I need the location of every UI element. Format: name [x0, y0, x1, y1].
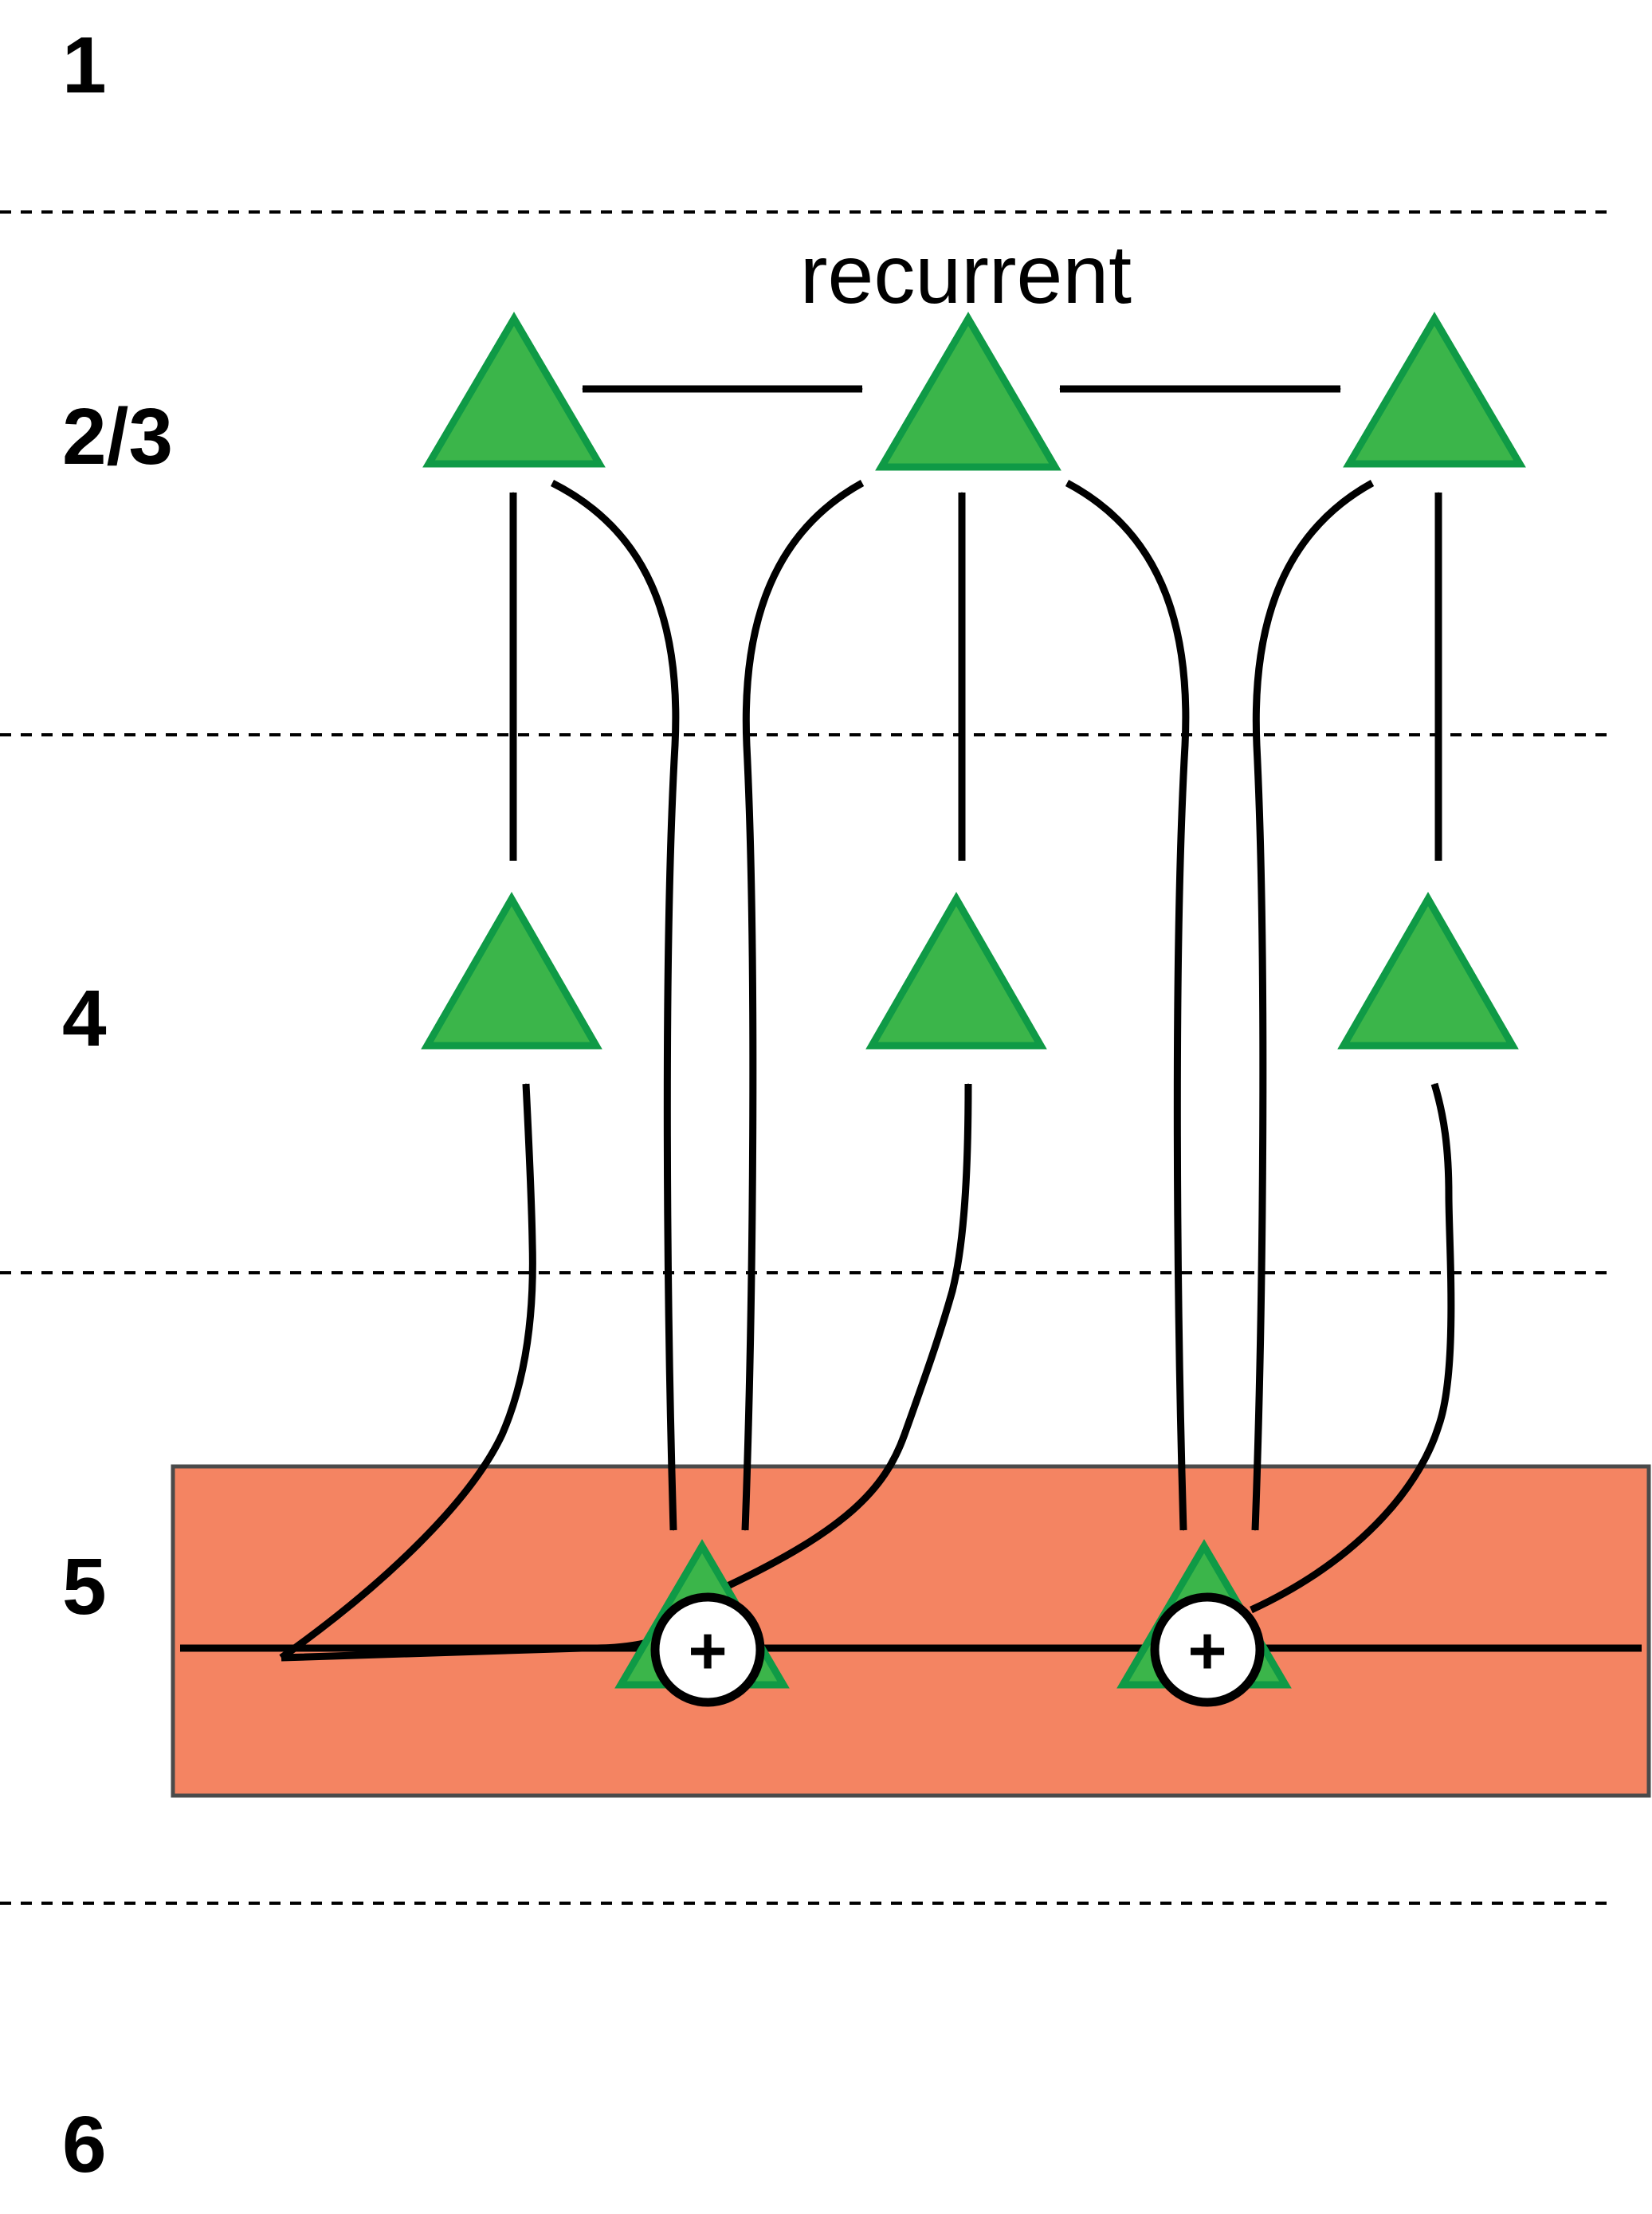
l5-summation-node-right: + — [1116, 1539, 1292, 1707]
l23-to-l5-projection-3 — [1065, 480, 1190, 1531]
neuron-l23-center — [875, 312, 1061, 471]
l23-to-l5-projection-4 — [1251, 480, 1375, 1531]
l23-to-l5-projection-2 — [741, 480, 865, 1531]
summation-circle-right — [1150, 1592, 1265, 1707]
layer-label-1: 1 — [62, 21, 107, 110]
summation-plus-right: + — [1187, 1613, 1226, 1688]
neuron-l4-right — [1337, 891, 1519, 1050]
recurrent-label: recurrent — [800, 229, 1132, 321]
layer-label-4: 4 — [62, 974, 107, 1063]
neuron-l4-center — [865, 891, 1047, 1050]
layer-label-2-3: 2/3 — [62, 392, 173, 481]
layer-5-band — [171, 1464, 1651, 1798]
summation-circle-left — [650, 1592, 765, 1707]
l5-summation-node-left: + — [614, 1539, 790, 1707]
neuron-l4-left — [421, 891, 602, 1050]
layer-label-6: 6 — [62, 2100, 107, 2189]
l5-to-l4-projection-center — [726, 1083, 972, 1590]
l5-to-l4-projection-right — [1250, 1082, 1455, 1614]
neuron-l23-left — [422, 312, 606, 468]
neuron-l23-right — [1343, 312, 1526, 468]
l23-to-l5-projection-1 — [550, 479, 680, 1531]
layer-label-5: 5 — [62, 1542, 107, 1631]
summation-plus-left: + — [688, 1613, 727, 1688]
l5-to-l4-projection-left — [279, 1083, 536, 1661]
